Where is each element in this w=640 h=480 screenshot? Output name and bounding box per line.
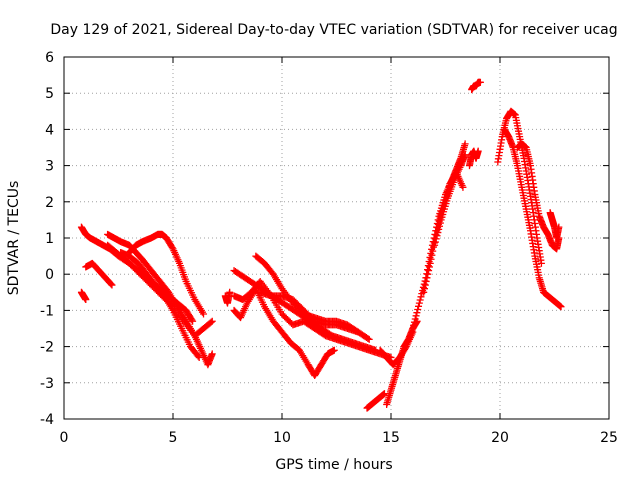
y-tick-label: -2: [40, 340, 54, 356]
x-tick-label: 10: [273, 430, 291, 446]
data-point: [432, 235, 440, 243]
y-tick-label: -4: [40, 412, 54, 428]
data-point: [435, 225, 443, 233]
data-point: [431, 238, 439, 246]
data-point: [459, 183, 467, 191]
x-tick-label: 5: [169, 430, 178, 446]
data-point: [431, 241, 439, 249]
data-points: [77, 78, 565, 412]
y-tick-label: 5: [45, 86, 54, 102]
data-point: [423, 274, 431, 282]
data-point: [409, 325, 417, 332]
series-arc-21: [468, 78, 484, 94]
data-point: [411, 315, 419, 323]
y-axis: -4 -3 -2 -1 0 1 2 3 4 5 6: [40, 50, 609, 428]
series-arc-7: [104, 241, 197, 325]
data-point: [434, 229, 442, 237]
data-point: [429, 247, 437, 255]
grid: [64, 57, 609, 419]
data-point: [555, 223, 563, 231]
y-tick-label: 4: [45, 122, 54, 138]
data-point: [330, 346, 338, 354]
data-point: [195, 353, 203, 361]
data-point: [226, 288, 234, 296]
data-point: [428, 251, 436, 259]
data-point: [188, 316, 196, 324]
x-tick-label: 15: [382, 430, 400, 446]
x-tick-label: 25: [600, 430, 618, 446]
series-arc-4: [77, 288, 90, 304]
data-point: [417, 293, 425, 301]
data-point: [436, 222, 444, 230]
data-point: [364, 334, 372, 342]
x-tick-label: 20: [491, 430, 509, 446]
data-point: [414, 305, 422, 313]
data-point: [420, 288, 428, 296]
x-axis: 0 5 10 15 20 25: [60, 57, 618, 446]
y-tick-label: 1: [45, 231, 54, 247]
data-point: [189, 317, 197, 325]
data-point: [410, 318, 418, 326]
series-arc-8: [221, 288, 234, 307]
chart-title: Day 129 of 2021, Sidereal Day-to-day VTE…: [50, 22, 617, 38]
series-arc-23: [500, 125, 565, 311]
series-arc-20: [465, 147, 482, 170]
data-point: [421, 285, 429, 293]
x-tick-label: 0: [60, 430, 69, 446]
data-point: [200, 310, 208, 318]
y-tick-label: 2: [45, 195, 54, 211]
data-point: [365, 335, 373, 343]
series-arc-14: [363, 390, 388, 412]
series-arc-19: [431, 151, 469, 249]
data-point: [427, 255, 435, 263]
data-point: [416, 296, 424, 304]
data-point: [168, 244, 176, 252]
data-point: [194, 352, 202, 360]
data-point: [474, 147, 482, 155]
data-point: [436, 219, 444, 227]
series-arc-13: [256, 288, 373, 343]
data-point: [410, 321, 418, 329]
data-point: [557, 303, 565, 311]
data-point: [208, 317, 216, 325]
data-point: [107, 280, 115, 288]
data-point: [426, 259, 434, 267]
y-tick-label: -3: [40, 376, 54, 392]
data-point: [425, 263, 433, 271]
data-point: [425, 267, 433, 275]
data-point: [461, 140, 469, 148]
series-arc-6: [125, 230, 208, 318]
data-point: [207, 318, 215, 326]
y-axis-label: SDTVAR / TECUs: [6, 181, 22, 296]
data-point: [208, 350, 216, 358]
data-point: [476, 78, 484, 86]
data-point: [415, 302, 423, 310]
series-arc-25: [546, 209, 563, 242]
data-point: [433, 232, 441, 240]
y-tick-label: 3: [45, 159, 54, 175]
data-point: [108, 281, 116, 289]
x-axis-label: GPS time / hours: [275, 457, 392, 473]
series-arc-24: [513, 140, 563, 253]
data-point: [412, 312, 420, 320]
data-point: [424, 270, 432, 278]
series-arc-10: [230, 285, 338, 380]
data-point: [421, 281, 429, 289]
data-point: [413, 309, 421, 317]
y-tick-label: -1: [40, 303, 54, 319]
series-arc-12: [252, 252, 362, 336]
data-point: [537, 259, 545, 267]
series-arc-3: [82, 259, 116, 289]
series-arc-16: [376, 328, 417, 369]
data-point: [415, 299, 423, 307]
data-point: [82, 296, 90, 304]
data-point: [461, 151, 469, 159]
data-point: [401, 344, 409, 352]
series-arc-18: [420, 169, 467, 296]
y-tick-label: 6: [45, 50, 54, 66]
data-point: [422, 277, 430, 285]
y-tick-label: 0: [45, 267, 54, 283]
